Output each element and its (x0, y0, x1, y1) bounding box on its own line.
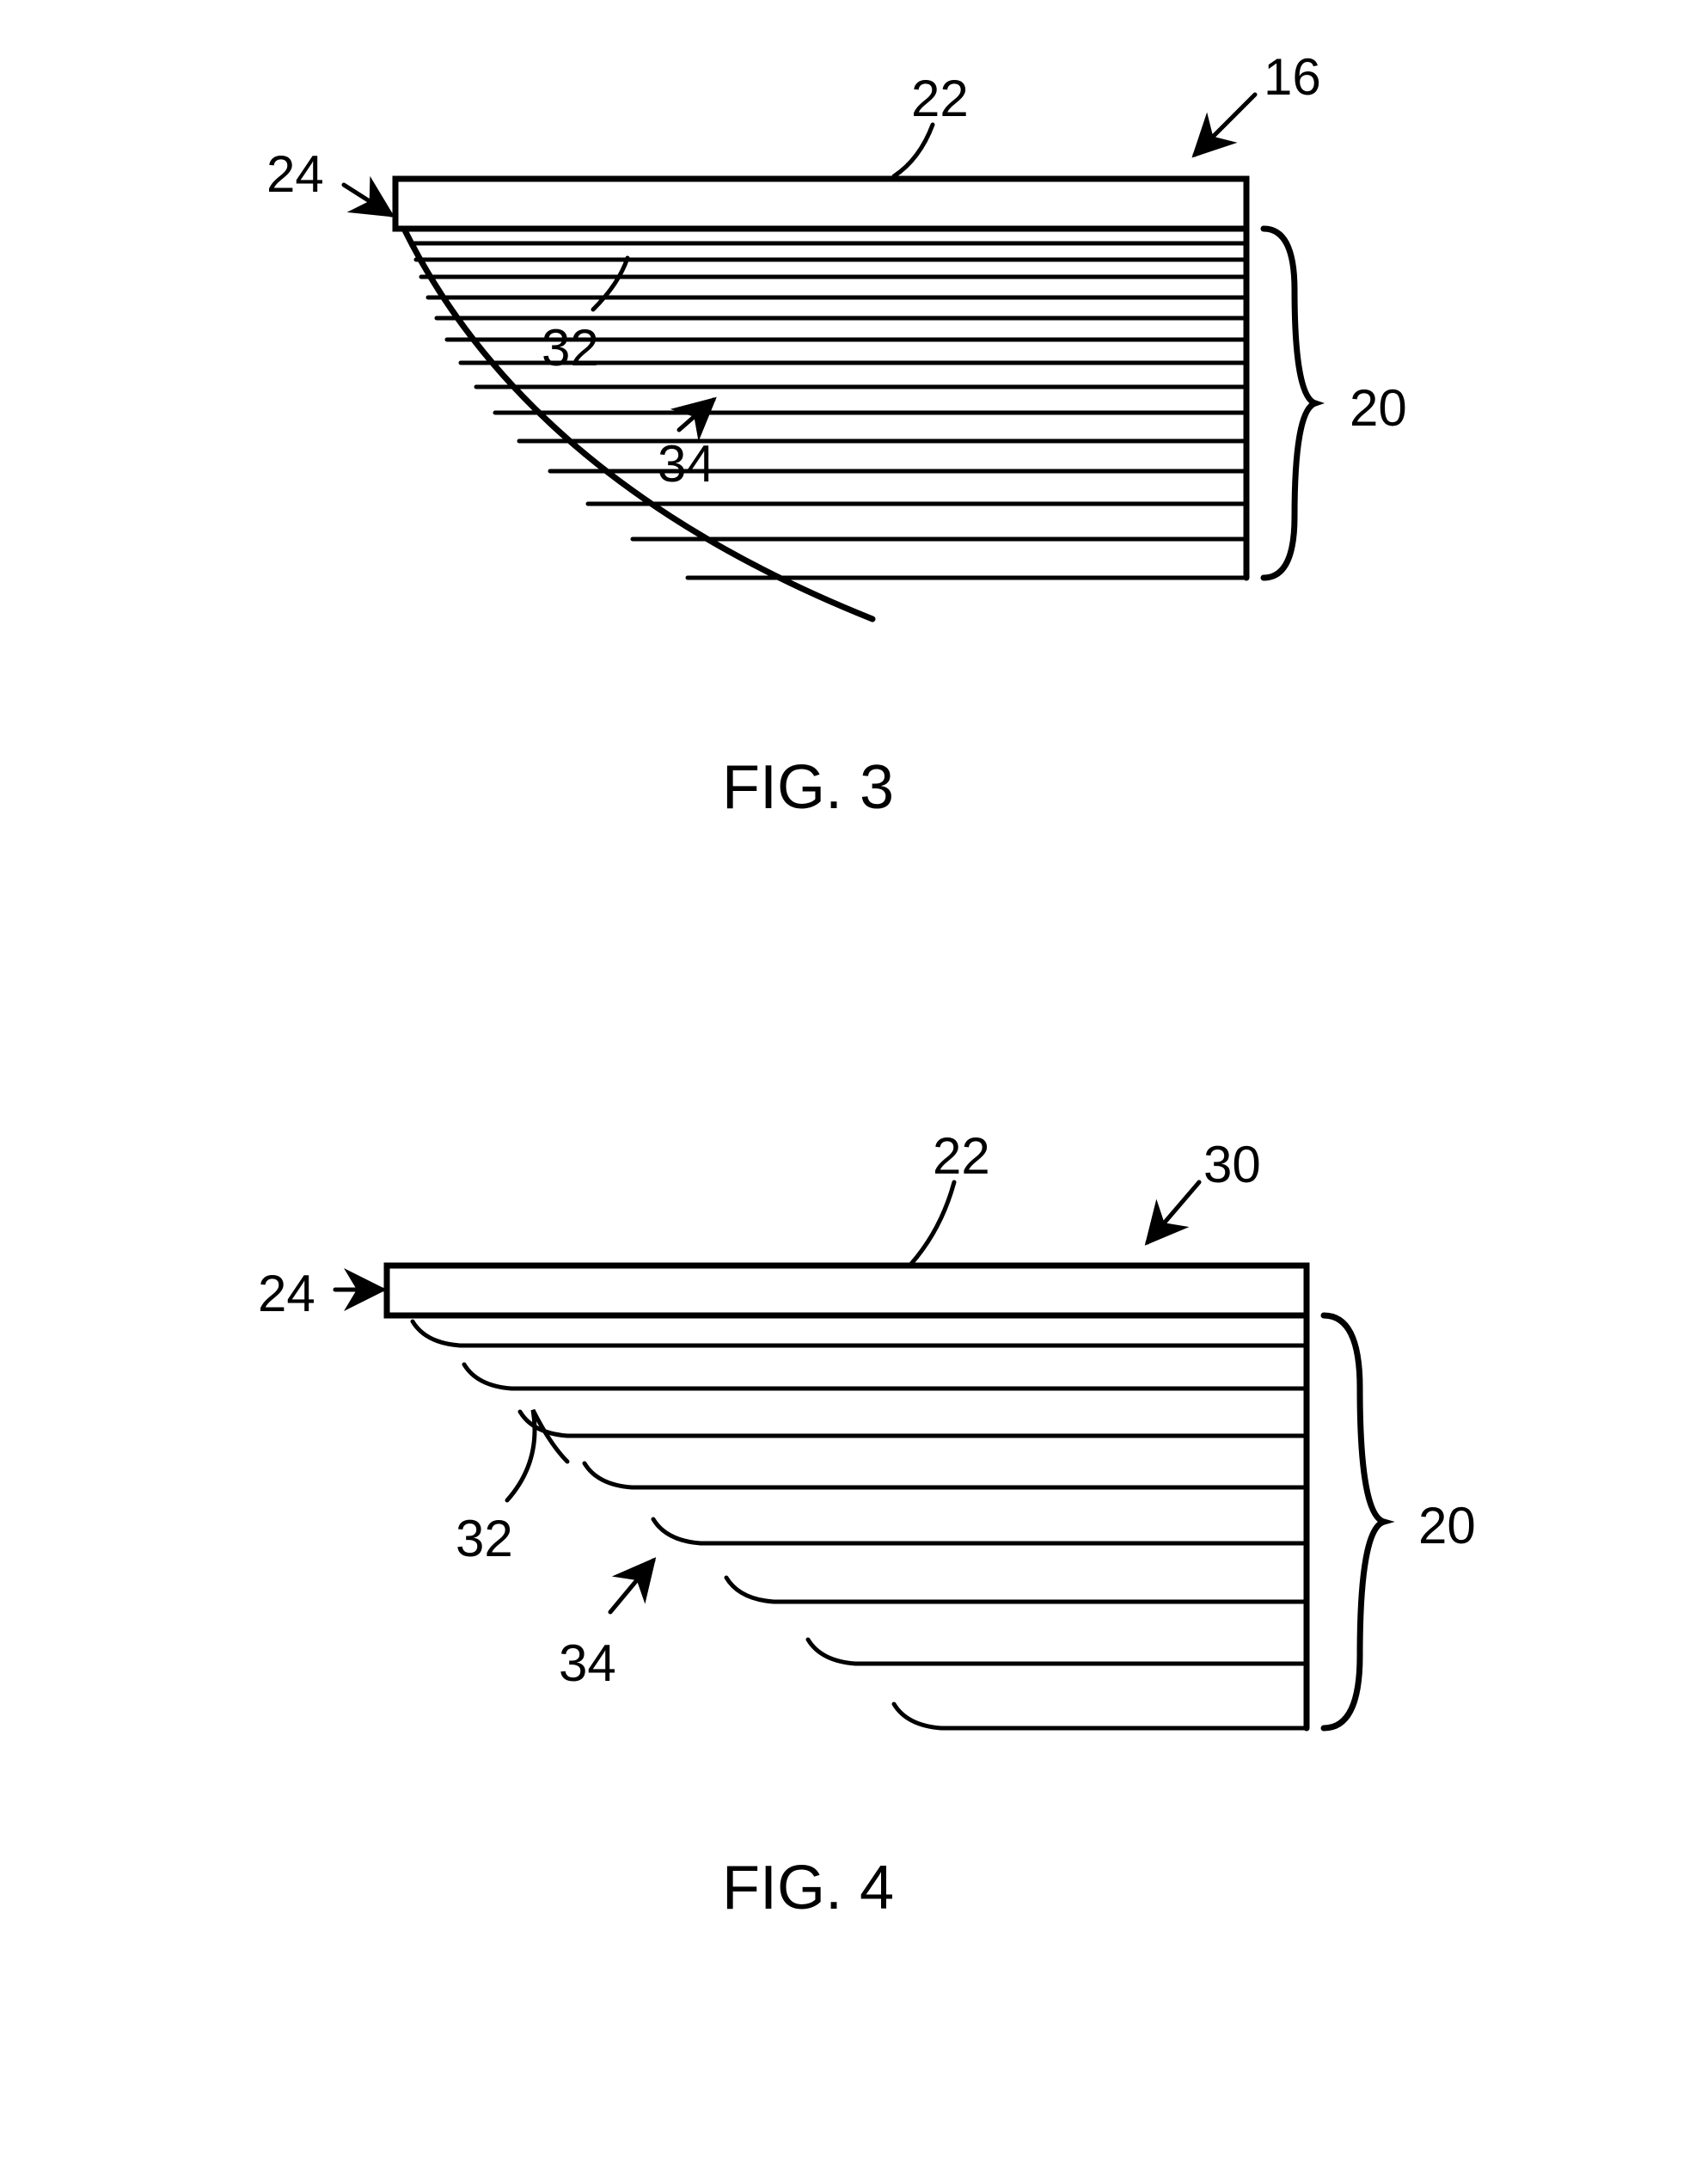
ref-label-34: 34 (658, 434, 715, 494)
ref-label-22: 22 (933, 1126, 990, 1186)
diagram-canvas (0, 0, 1708, 2158)
ref-label-20: 20 (1418, 1496, 1476, 1555)
ref-label-20: 20 (1350, 378, 1407, 438)
ref-label-32: 32 (542, 318, 599, 377)
ref-label-24: 24 (266, 144, 324, 204)
ref-label-22: 22 (911, 69, 969, 128)
ref-label-fig3: FIG. 3 (722, 752, 894, 823)
ref-label-30: 30 (1203, 1135, 1261, 1194)
figure-4 (335, 1182, 1384, 1728)
figure-3 (344, 95, 1315, 619)
ref-label-16: 16 (1264, 47, 1321, 107)
ref-label-32: 32 (456, 1509, 513, 1568)
ref-label-34: 34 (559, 1634, 616, 1693)
ref-label-24: 24 (258, 1264, 315, 1323)
ref-label-fig4: FIG. 4 (722, 1853, 894, 1923)
